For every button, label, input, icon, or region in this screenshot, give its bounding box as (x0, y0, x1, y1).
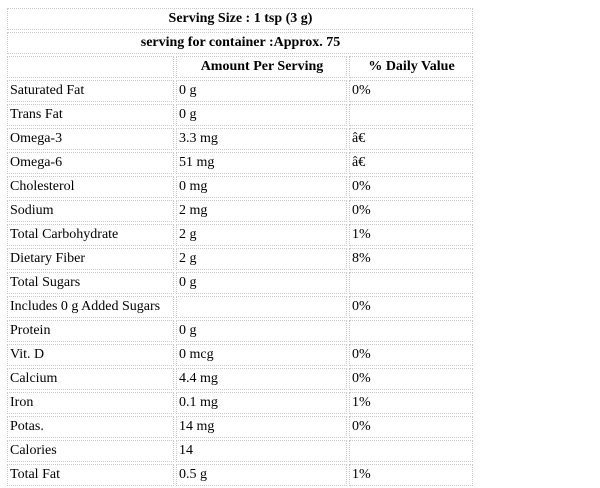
nutrient-daily-value: â€ (349, 128, 473, 150)
table-row: Cholesterol 0 mg 0% (7, 176, 473, 198)
nutrient-amount: 4.4 mg (176, 368, 347, 390)
nutrient-daily-value (349, 320, 473, 342)
nutrient-amount: 2 mg (176, 200, 347, 222)
nutrient-name: Iron (7, 392, 174, 414)
nutrient-daily-value: 0% (349, 80, 473, 102)
nutrition-table-body: Serving Size : 1 tsp (3 g) serving for c… (7, 8, 473, 486)
serving-size-row: Serving Size : 1 tsp (3 g) (7, 8, 473, 30)
servings-per-container-row: serving for container :Approx. 75 (7, 32, 473, 54)
nutrient-daily-value: 0% (349, 200, 473, 222)
nutrient-daily-value: â€ (349, 152, 473, 174)
nutrient-amount: 0.1 mg (176, 392, 347, 414)
nutrient-amount: 0 mg (176, 176, 347, 198)
nutrient-daily-value: 1% (349, 224, 473, 246)
nutrient-column-header (7, 56, 174, 78)
column-header-row: Amount Per Serving % Daily Value (7, 56, 473, 78)
nutrient-name: Omega-6 (7, 152, 174, 174)
nutrient-amount: 0.5 g (176, 464, 347, 486)
table-row: Includes 0 g Added Sugars 0% (7, 296, 473, 318)
nutrient-daily-value (349, 104, 473, 126)
nutrient-daily-value: 0% (349, 416, 473, 438)
nutrient-amount: 2 g (176, 224, 347, 246)
nutrient-daily-value: 0% (349, 176, 473, 198)
nutrient-amount: 0 g (176, 80, 347, 102)
nutrient-amount: 14 (176, 440, 347, 462)
nutrient-daily-value: 1% (349, 464, 473, 486)
nutrient-name: Trans Fat (7, 104, 174, 126)
nutrition-facts-table: Serving Size : 1 tsp (3 g) serving for c… (5, 6, 475, 488)
table-row: Vit. D 0 mcg 0% (7, 344, 473, 366)
table-row: Total Fat 0.5 g 1% (7, 464, 473, 486)
nutrient-name: Total Sugars (7, 272, 174, 294)
nutrient-daily-value: 0% (349, 344, 473, 366)
table-row: Dietary Fiber 2 g 8% (7, 248, 473, 270)
nutrient-daily-value: 0% (349, 296, 473, 318)
servings-per-container-header: serving for container :Approx. 75 (7, 32, 473, 54)
table-row: Calories 14 (7, 440, 473, 462)
table-row: Protein 0 g (7, 320, 473, 342)
nutrient-name: Protein (7, 320, 174, 342)
nutrient-name: Calcium (7, 368, 174, 390)
table-row: Saturated Fat 0 g 0% (7, 80, 473, 102)
nutrient-name: Calories (7, 440, 174, 462)
nutrient-amount: 0 g (176, 272, 347, 294)
nutrient-amount: 0 g (176, 320, 347, 342)
nutrient-amount: 0 g (176, 104, 347, 126)
table-row: Total Carbohydrate 2 g 1% (7, 224, 473, 246)
nutrient-name: Dietary Fiber (7, 248, 174, 270)
nutrient-name: Omega-3 (7, 128, 174, 150)
nutrient-name: Potas. (7, 416, 174, 438)
nutrient-name: Cholesterol (7, 176, 174, 198)
table-row: Potas. 14 mg 0% (7, 416, 473, 438)
nutrient-amount: 51 mg (176, 152, 347, 174)
daily-value-column-header: % Daily Value (349, 56, 473, 78)
table-row: Omega-3 3.3 mg â€ (7, 128, 473, 150)
table-row: Calcium 4.4 mg 0% (7, 368, 473, 390)
nutrient-name: Includes 0 g Added Sugars (7, 296, 174, 318)
serving-size-header: Serving Size : 1 tsp (3 g) (7, 8, 473, 30)
nutrient-daily-value: 0% (349, 368, 473, 390)
nutrient-daily-value (349, 440, 473, 462)
table-row: Sodium 2 mg 0% (7, 200, 473, 222)
nutrient-daily-value: 1% (349, 392, 473, 414)
table-row: Omega-6 51 mg â€ (7, 152, 473, 174)
nutrient-name: Sodium (7, 200, 174, 222)
nutrient-daily-value: 8% (349, 248, 473, 270)
nutrient-amount: 3.3 mg (176, 128, 347, 150)
nutrient-name: Vit. D (7, 344, 174, 366)
nutrient-daily-value (349, 272, 473, 294)
table-row: Trans Fat 0 g (7, 104, 473, 126)
nutrient-name: Total Fat (7, 464, 174, 486)
nutrient-name: Total Carbohydrate (7, 224, 174, 246)
nutrient-amount: 2 g (176, 248, 347, 270)
nutrient-name: Saturated Fat (7, 80, 174, 102)
nutrient-amount (176, 296, 347, 318)
amount-column-header: Amount Per Serving (176, 56, 347, 78)
table-row: Total Sugars 0 g (7, 272, 473, 294)
nutrient-amount: 14 mg (176, 416, 347, 438)
nutrient-amount: 0 mcg (176, 344, 347, 366)
table-row: Iron 0.1 mg 1% (7, 392, 473, 414)
